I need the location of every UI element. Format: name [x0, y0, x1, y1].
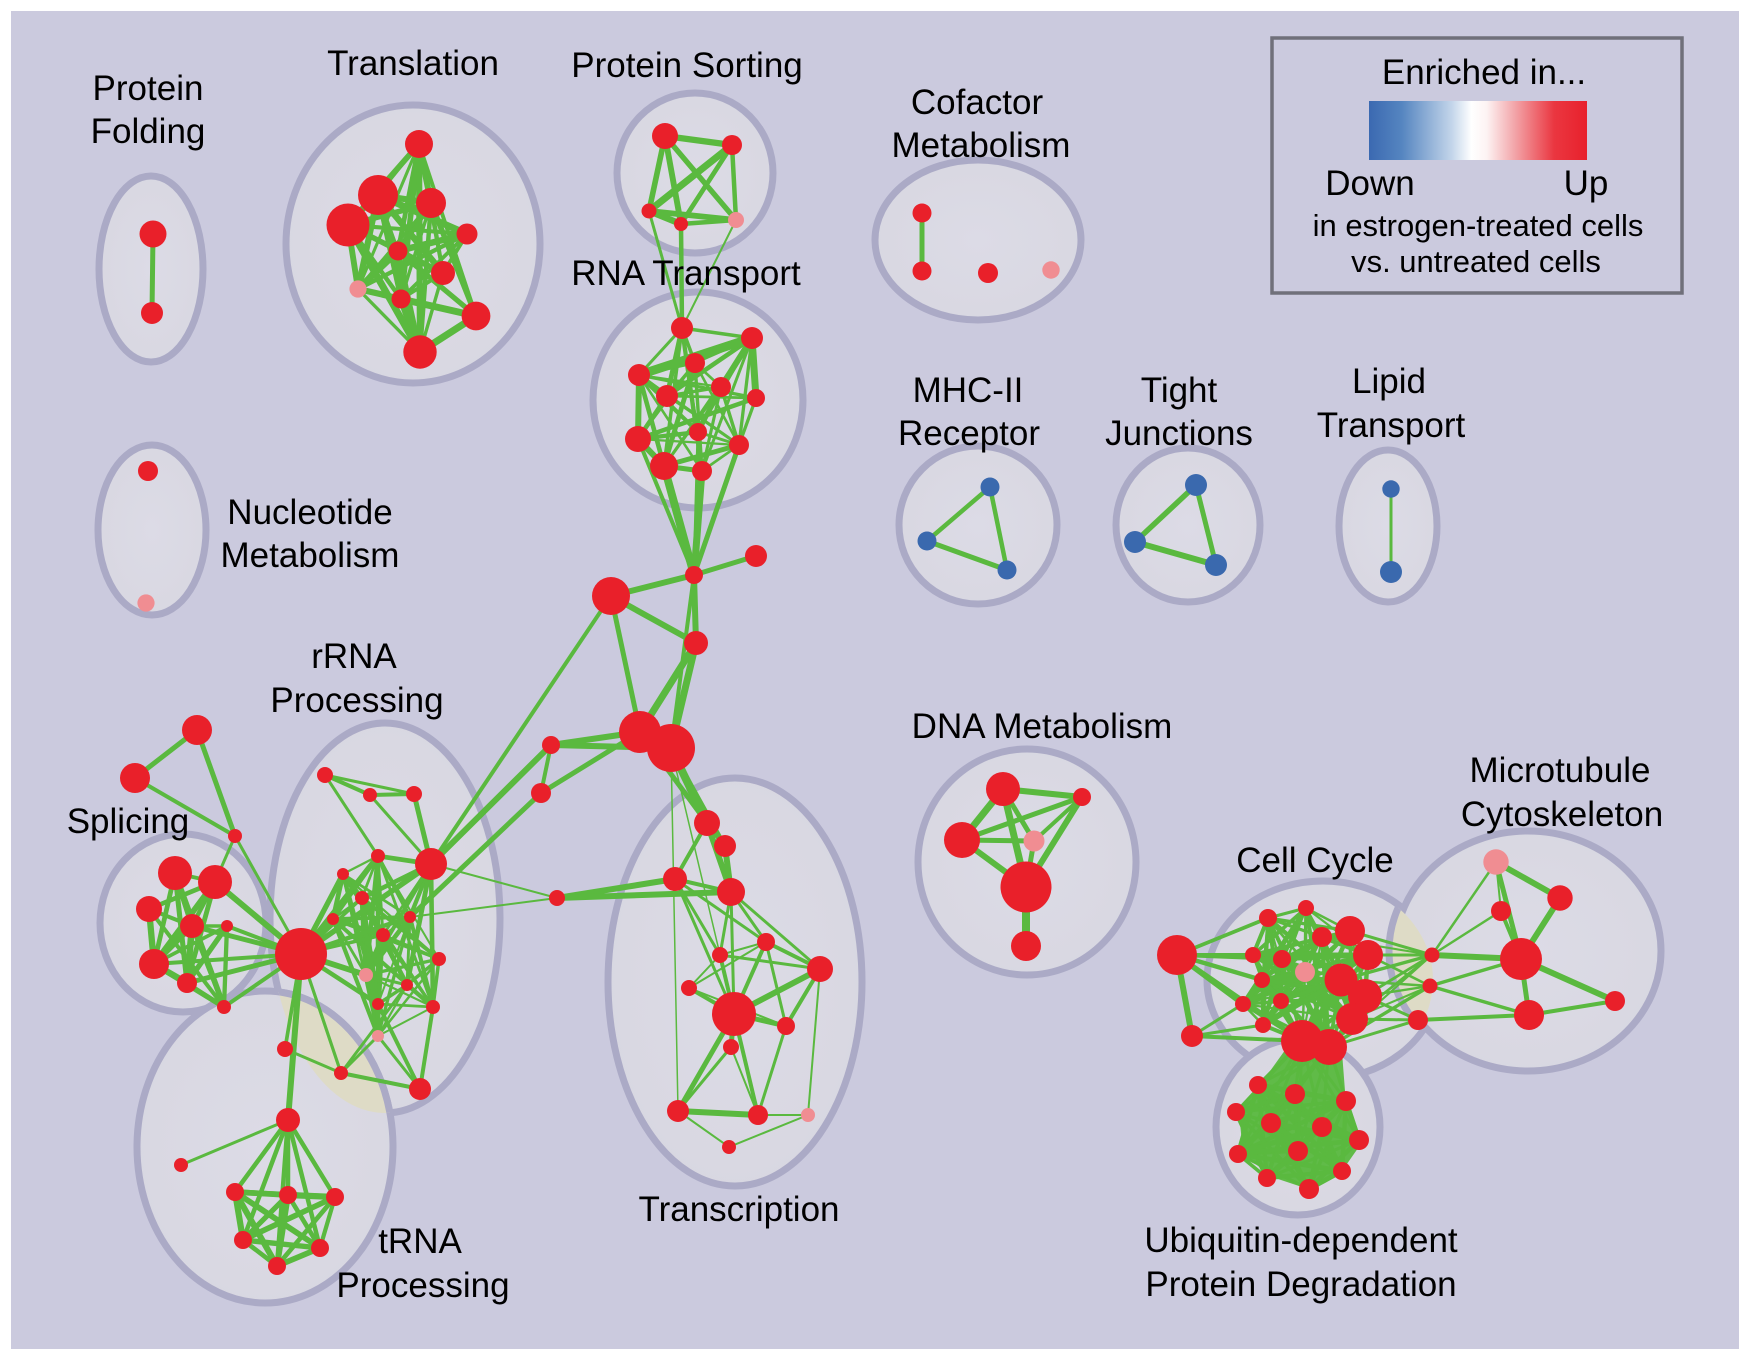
svg-text:Protein Sorting: Protein Sorting [571, 46, 803, 85]
svg-text:RNA Transport: RNA Transport [571, 254, 801, 293]
svg-text:Microtubule: Microtubule [1470, 751, 1651, 790]
svg-text:Cofactor: Cofactor [911, 83, 1044, 122]
svg-text:vs. untreated cells: vs. untreated cells [1351, 244, 1601, 279]
svg-text:Processing: Processing [270, 681, 443, 720]
svg-text:Protein Degradation: Protein Degradation [1145, 1265, 1456, 1304]
svg-text:Receptor: Receptor [898, 414, 1040, 453]
svg-text:Cytoskeleton: Cytoskeleton [1461, 795, 1663, 834]
svg-text:Splicing: Splicing [67, 802, 190, 841]
svg-text:in estrogen-treated cells: in estrogen-treated cells [1313, 208, 1644, 243]
svg-text:Protein: Protein [93, 69, 204, 108]
svg-text:Folding: Folding [91, 112, 206, 151]
svg-text:Enriched in...: Enriched in... [1382, 53, 1586, 92]
svg-text:Processing: Processing [336, 1266, 509, 1305]
svg-text:Metabolism: Metabolism [892, 126, 1071, 165]
svg-text:Up: Up [1564, 164, 1609, 203]
svg-text:Ubiquitin-dependent: Ubiquitin-dependent [1144, 1221, 1458, 1260]
svg-text:Lipid: Lipid [1352, 362, 1426, 401]
svg-text:Tight: Tight [1141, 371, 1218, 410]
svg-text:Down: Down [1325, 164, 1414, 203]
svg-text:Translation: Translation [327, 44, 499, 83]
svg-text:MHC-II: MHC-II [913, 371, 1024, 410]
svg-text:Nucleotide: Nucleotide [227, 493, 392, 532]
svg-text:DNA Metabolism: DNA Metabolism [912, 707, 1173, 746]
svg-text:Transport: Transport [1317, 406, 1466, 445]
svg-text:rRNA: rRNA [311, 637, 397, 676]
svg-text:Junctions: Junctions [1105, 414, 1253, 453]
svg-text:tRNA: tRNA [378, 1222, 462, 1261]
svg-text:Transcription: Transcription [639, 1190, 840, 1229]
svg-text:Cell Cycle: Cell Cycle [1236, 841, 1394, 880]
svg-text:Metabolism: Metabolism [221, 536, 400, 575]
